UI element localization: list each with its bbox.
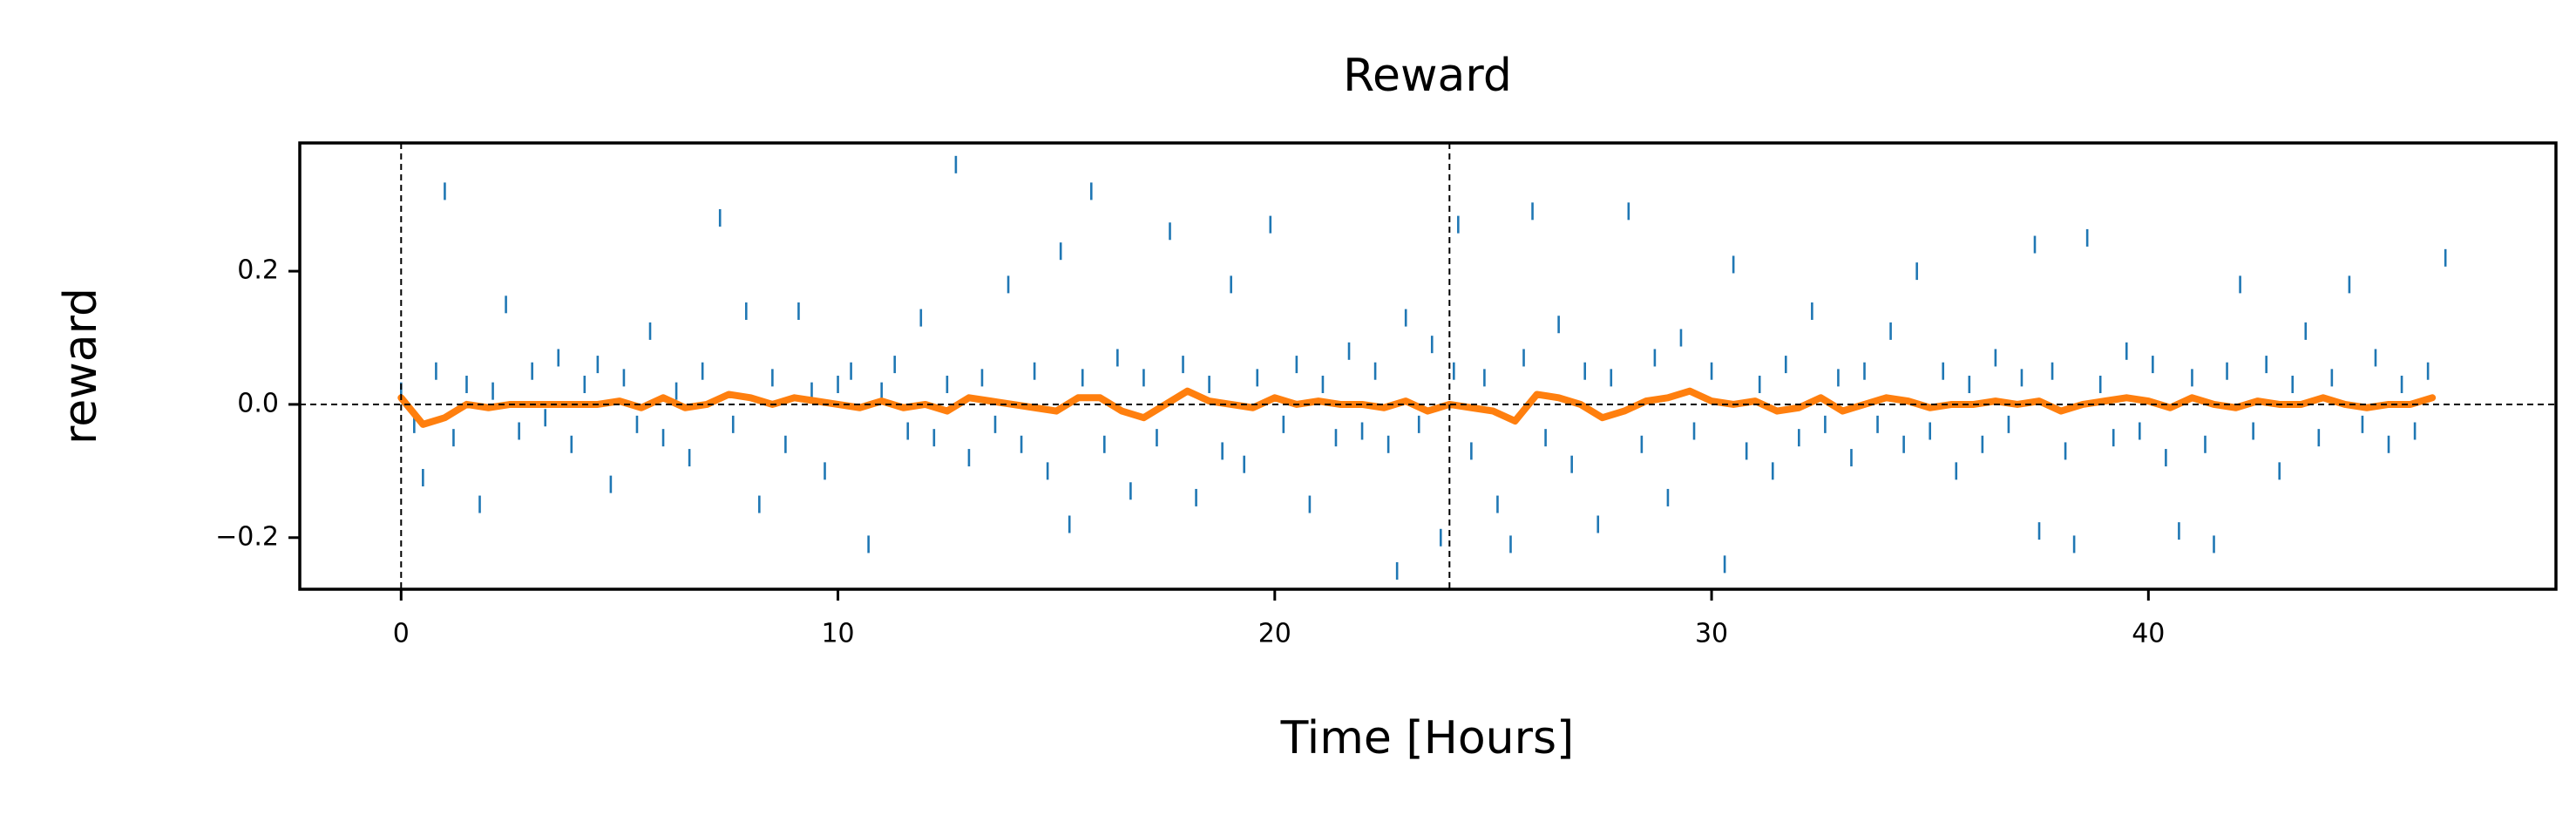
y-tick-label: 0.0 (237, 388, 279, 418)
x-tick-label: 40 (2132, 619, 2165, 649)
x-tick-label: 20 (1258, 619, 1291, 649)
x-tick-label: 30 (1695, 619, 1728, 649)
y-tick-label: 0.2 (237, 255, 279, 286)
x-axis-label: Time [Hours] (1280, 712, 1575, 764)
y-axis-label: reward (55, 288, 107, 445)
plot-frame (298, 141, 2558, 591)
line (397, 387, 2437, 428)
y-tick-label: −0.2 (215, 521, 279, 552)
chart-title: Reward (1343, 50, 1512, 102)
x-tick-label: 0 (393, 619, 410, 649)
x-tick-label: 10 (821, 619, 854, 649)
